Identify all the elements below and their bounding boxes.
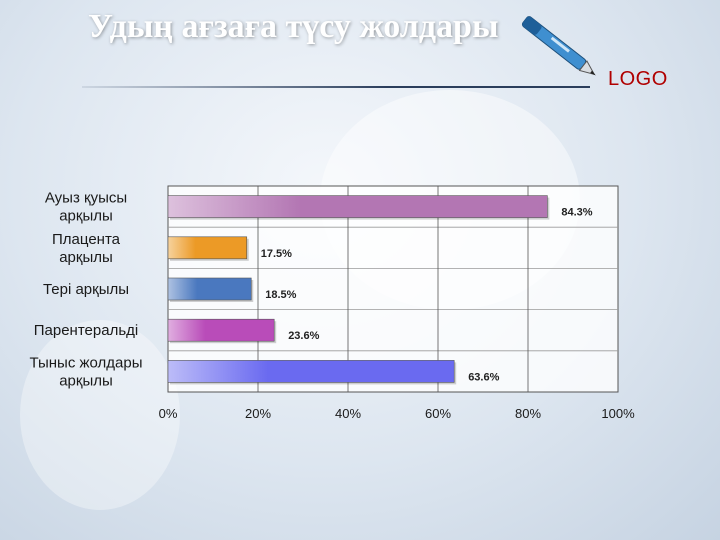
x-tick-label: 0%: [159, 406, 178, 421]
category-label: Плацента арқылы: [52, 231, 121, 266]
data-label: 17.5%: [261, 248, 292, 260]
logo: LOGO: [608, 68, 668, 90]
category-label: Тыныс жолдары арқылы: [29, 354, 142, 389]
x-tick-label: 100%: [601, 406, 635, 421]
x-tick-label: 80%: [515, 406, 541, 421]
x-tick-label: 40%: [335, 406, 361, 421]
category-label: Тері арқылы: [43, 281, 129, 298]
pen-icon: [521, 16, 596, 76]
bar: [167, 236, 248, 260]
x-tick-label: 60%: [425, 406, 451, 421]
bar: [167, 318, 275, 342]
slide-title: Удың ағзаға түсу жолдары: [88, 8, 499, 45]
category-label: Ауыз қуысы арқылы: [45, 190, 127, 225]
x-tick-label: 20%: [245, 406, 271, 421]
data-label: 23.6%: [288, 330, 319, 342]
background-shape: [20, 320, 180, 510]
bar: [167, 360, 455, 383]
bar: [167, 195, 548, 218]
title-underline: [82, 86, 590, 88]
data-label: 63.6%: [468, 371, 499, 383]
data-label: 18.5%: [265, 289, 296, 301]
bar: [167, 277, 252, 301]
data-label: 84.3%: [561, 207, 592, 219]
category-label: Парентеральді: [34, 322, 138, 339]
